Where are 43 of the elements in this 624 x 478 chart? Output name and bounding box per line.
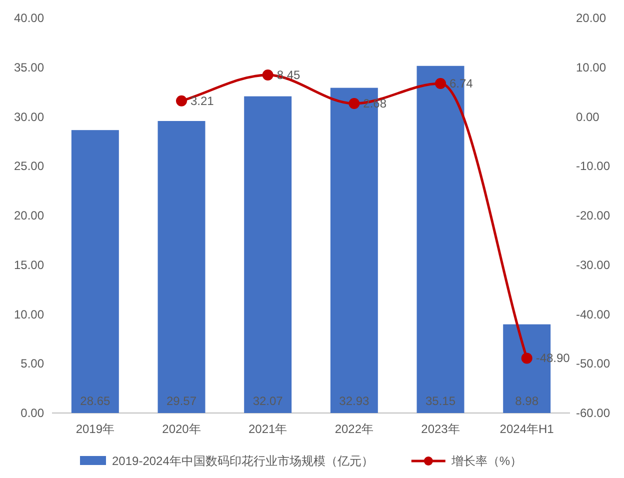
- y2-tick-label: -10.00: [576, 159, 610, 174]
- y2-tick-label: 20.00: [576, 11, 606, 25]
- point: [176, 95, 187, 106]
- x-tick-label: 2020年: [162, 422, 201, 436]
- data-label: 32.93: [339, 394, 370, 408]
- data-label: 29.57: [166, 394, 197, 408]
- x-tick-label: 2019年: [76, 422, 115, 436]
- bar: [71, 130, 119, 413]
- x-tick-label: 2024年H1: [500, 422, 554, 436]
- bar: [158, 120, 206, 413]
- data-label: 2.68: [363, 96, 387, 111]
- y-tick-label: 10.00: [14, 307, 44, 322]
- y-tick-label: 35.00: [14, 60, 44, 74]
- point: [521, 352, 532, 364]
- data-label: 28.65: [80, 394, 111, 408]
- legend-label: 2019-2024年中国数码印花行业市场规模（亿元）: [112, 454, 374, 468]
- y-tick-label: 5.00: [20, 356, 44, 371]
- y2-tick-label: -30.00: [576, 258, 610, 272]
- y2-tick-label: -40.00: [576, 307, 610, 322]
- y2-tick-label: 10.00: [576, 60, 606, 74]
- y2-tick-label: -50.00: [576, 356, 610, 371]
- y2-tick-label: 0.00: [576, 110, 600, 124]
- y2-tick-label: -60.00: [576, 406, 610, 420]
- data-label: 32.07: [252, 394, 284, 408]
- y-tick-label: 25.00: [14, 159, 44, 174]
- data-label: 35.15: [425, 394, 456, 408]
- legend-label: 增长率（%）: [450, 454, 522, 468]
- point: [435, 78, 446, 89]
- x-tick-label: 2021年: [248, 422, 288, 436]
- y-tick-label: 40.00: [14, 11, 44, 25]
- data-label: 8.98: [515, 394, 539, 408]
- y-tick-label: 15.00: [14, 258, 44, 272]
- bar: [244, 96, 292, 413]
- point: [262, 70, 274, 81]
- point: [348, 98, 360, 110]
- y-tick-label: 20.00: [14, 208, 44, 222]
- y-tick-label: 30.00: [14, 110, 44, 124]
- y2-tick-label: -20.00: [576, 208, 610, 222]
- data-label: 8.45: [276, 68, 301, 82]
- y-tick-label: 0.00: [20, 406, 44, 420]
- data-label: 3.21: [190, 94, 214, 108]
- x-tick-label: 2023年: [421, 422, 460, 436]
- x-tick-label: 2022年: [334, 422, 374, 436]
